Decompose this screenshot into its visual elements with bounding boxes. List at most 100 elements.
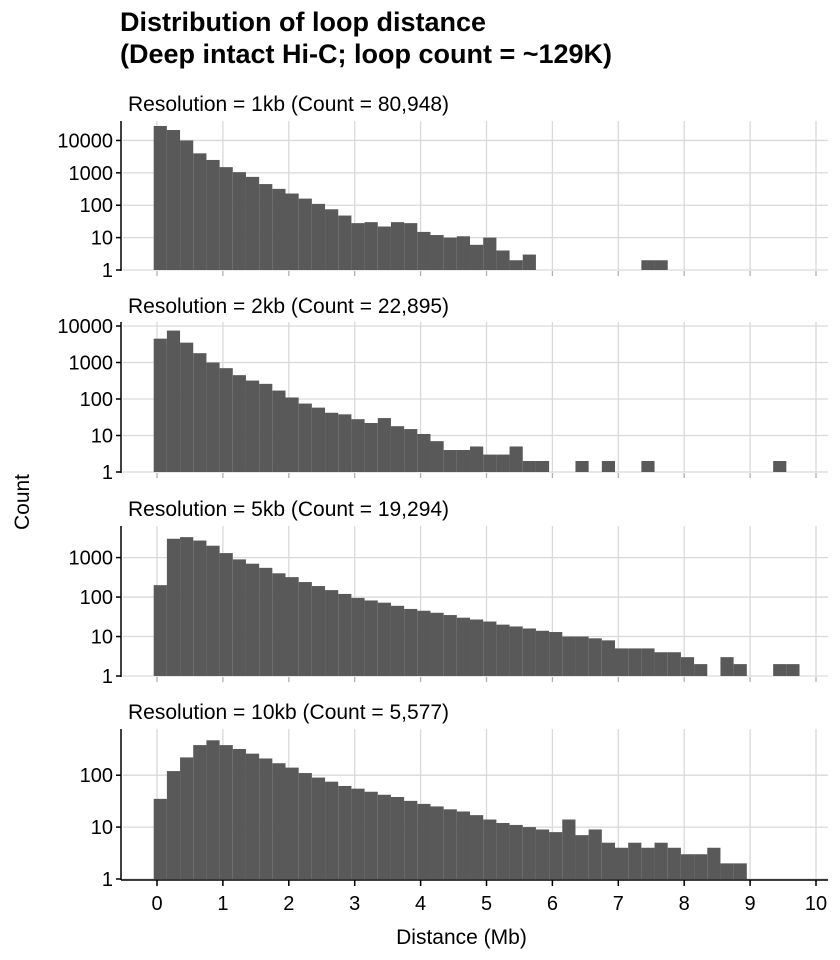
histogram-bar [430, 235, 444, 270]
histogram-bar [232, 559, 246, 676]
histogram-bar [285, 577, 299, 676]
chart-title-block: Distribution of loop distance (Deep inta… [120, 6, 820, 70]
histogram-bar [641, 847, 655, 879]
histogram-bar [193, 745, 207, 879]
histogram-bar [219, 745, 233, 879]
histogram-bar [311, 407, 326, 472]
y-tick-label: 10 [91, 228, 113, 250]
histogram-bar [588, 638, 602, 676]
histogram-bar [470, 619, 484, 676]
histogram-bar [245, 753, 260, 879]
y-tick-label: 100 [80, 587, 113, 609]
histogram-bar [575, 461, 589, 472]
histogram-bar [786, 664, 800, 676]
histogram-bar [153, 125, 167, 270]
y-tick-label: 1 [102, 869, 113, 891]
histogram-bar [272, 390, 286, 472]
x-tick-label: 5 [481, 893, 492, 915]
histogram-bar [456, 811, 471, 879]
histogram-bar [483, 237, 497, 270]
histogram-bar [417, 610, 431, 676]
y-tick-label: 10 [91, 817, 113, 839]
histogram-bar [272, 188, 286, 270]
histogram-bar [430, 612, 444, 676]
histogram-bar [615, 648, 629, 676]
histogram-bar [549, 832, 563, 879]
histogram-bar [219, 553, 233, 676]
histogram-bar [654, 260, 668, 270]
histogram-bar [166, 538, 181, 676]
y-tick-label: 1000 [69, 548, 114, 570]
histogram-bar [364, 222, 378, 270]
histogram-bar [245, 176, 260, 270]
facet-label: Resolution = 5kb (Count = 19,294) [128, 498, 449, 521]
y-axis-title: Count [11, 474, 34, 530]
histogram-bar [443, 237, 457, 270]
histogram-bar [615, 847, 629, 879]
histogram-bar [193, 353, 207, 472]
histogram-bar [390, 222, 405, 270]
histogram-bar [509, 446, 523, 472]
histogram-bar [707, 847, 721, 879]
histogram-bar [456, 617, 471, 676]
histogram-bar [351, 597, 365, 676]
histogram-bar [443, 809, 457, 879]
histogram-bar [667, 652, 681, 676]
histogram-bar [456, 450, 471, 472]
y-tick-label: 10 [91, 627, 113, 649]
x-axis-title: Distance (Mb) [396, 926, 527, 949]
histogram-bar [641, 461, 655, 472]
histogram-bar [272, 763, 286, 879]
histogram-bar [272, 573, 286, 676]
histogram-bar [166, 330, 181, 472]
y-tick-label: 10 [91, 426, 113, 448]
y-tick-label: 1 [102, 666, 113, 688]
x-tick-label: 1 [217, 893, 228, 915]
histogram-bar [535, 461, 550, 472]
histogram-bar [773, 461, 787, 472]
histogram-bar [245, 563, 260, 676]
histogram-bar [153, 798, 167, 879]
histogram-bar [720, 863, 734, 879]
histogram-bar [325, 412, 339, 472]
histogram-bar [351, 223, 365, 270]
histogram-bar [417, 433, 431, 472]
y-tick-label: 1 [102, 462, 113, 484]
histogram-bar [285, 193, 299, 270]
histogram-bar [522, 827, 536, 879]
histogram-bar [338, 785, 352, 879]
histogram-bar [180, 537, 194, 676]
histogram-bar [285, 397, 299, 472]
histogram-bar [193, 540, 207, 676]
histogram-bar [562, 819, 576, 879]
histogram-bar [377, 418, 391, 472]
histogram-bar [535, 630, 550, 676]
histogram-bar [417, 231, 431, 270]
y-tick-label: 100 [80, 765, 113, 787]
histogram-bar [390, 426, 405, 472]
histogram-bar [180, 140, 194, 270]
histogram-bar [232, 172, 246, 270]
histogram-bar [601, 461, 616, 472]
histogram-bar [166, 130, 181, 270]
histogram-bar [259, 383, 273, 472]
histogram-bar [338, 215, 352, 270]
histogram-bar [338, 414, 352, 472]
histogram-bar [575, 636, 589, 676]
histogram-bar [325, 209, 339, 270]
histogram-bar [601, 842, 616, 879]
histogram-bar [522, 254, 536, 270]
histogram-bar [654, 842, 668, 879]
histogram-bar [364, 791, 378, 879]
y-tick-label: 10000 [57, 316, 113, 338]
chart-subtitle: (Deep intact Hi-C; loop count = ~129K) [120, 39, 613, 69]
histogram-bar [404, 608, 418, 676]
histogram-bar [535, 829, 550, 879]
histogram-bar [417, 803, 431, 879]
histogram-bar [470, 244, 484, 270]
histogram-bar [483, 819, 497, 879]
chart-title: Distribution of loop distance [120, 7, 486, 37]
histogram-bar [654, 652, 668, 676]
histogram-bar [575, 835, 589, 879]
